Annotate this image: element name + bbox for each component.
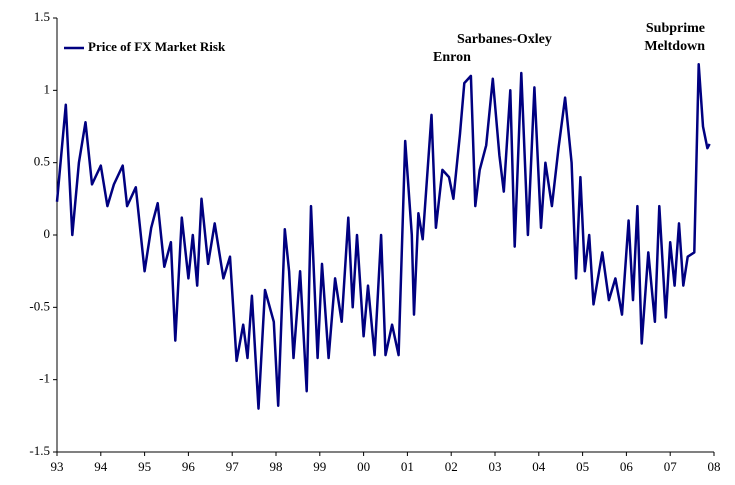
annotation: Sarbanes-Oxley	[457, 32, 552, 47]
x-tick-label: 02	[445, 459, 458, 474]
x-tick-label: 06	[620, 459, 634, 474]
y-tick-label: -0.5	[29, 298, 50, 313]
x-tick-label: 95	[138, 459, 151, 474]
x-tick-label: 94	[94, 459, 108, 474]
legend-label: Price of FX Market Risk	[88, 39, 226, 54]
x-tick-label: 98	[270, 459, 283, 474]
x-tick-label: 04	[532, 459, 546, 474]
y-tick-label: -1.5	[29, 443, 50, 458]
x-tick-label: 05	[576, 459, 589, 474]
x-tick-label: 03	[489, 459, 502, 474]
x-tick-label: 97	[226, 459, 240, 474]
annotation: Enron	[433, 50, 471, 65]
x-tick-label: 93	[51, 459, 64, 474]
y-tick-label: 1.5	[34, 9, 50, 24]
x-tick-label: 96	[182, 459, 196, 474]
annotation: Meltdown	[644, 39, 705, 54]
y-tick-label: 1	[44, 81, 51, 96]
data-line	[55, 63, 711, 410]
x-tick-label: 07	[664, 459, 678, 474]
x-tick-label: 99	[313, 459, 326, 474]
y-tick-label: 0	[44, 226, 51, 241]
x-tick-label: 01	[401, 459, 414, 474]
y-tick-label: -1	[39, 371, 50, 386]
x-tick-label: 00	[357, 459, 370, 474]
x-tick-label: 08	[708, 459, 721, 474]
annotation: Subprime	[646, 21, 705, 36]
y-tick-label: 0.5	[34, 154, 50, 169]
